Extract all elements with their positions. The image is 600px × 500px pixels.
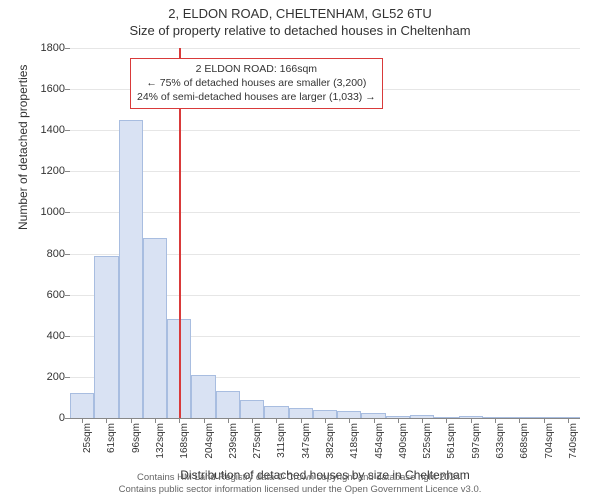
x-tick-label: 311sqm (276, 423, 287, 473)
header-line-2: Size of property relative to detached ho… (0, 23, 600, 40)
x-tick-label: 597sqm (471, 423, 482, 473)
y-tick-mark (65, 89, 70, 90)
x-tick-label: 704sqm (544, 423, 555, 473)
y-tick-label: 1200 (25, 165, 65, 177)
y-tick-mark (65, 418, 70, 419)
y-tick-label: 1000 (25, 206, 65, 218)
x-tick-label: 561sqm (446, 423, 457, 473)
histogram-bar (240, 400, 264, 419)
histogram-bar (289, 408, 313, 418)
header-line-1: 2, ELDON ROAD, CHELTENHAM, GL52 6TU (0, 6, 600, 23)
x-tick-label: 61sqm (106, 423, 117, 473)
histogram-bar (191, 375, 215, 418)
histogram-bar (337, 411, 361, 418)
x-tick-label: 418sqm (349, 423, 360, 473)
y-tick-mark (65, 212, 70, 213)
histogram-bar (143, 238, 167, 418)
annotation-line: 2 ELDON ROAD: 166sqm (137, 62, 376, 76)
y-tick-label: 1600 (25, 83, 65, 95)
histogram-bar (94, 256, 118, 418)
y-tick-mark (65, 295, 70, 296)
histogram-bar (264, 406, 288, 418)
x-tick-label: 668sqm (519, 423, 530, 473)
x-tick-label: 633sqm (495, 423, 506, 473)
y-tick-label: 0 (25, 412, 65, 424)
y-tick-mark (65, 130, 70, 131)
y-tick-mark (65, 171, 70, 172)
x-tick-label: 25sqm (82, 423, 93, 473)
x-tick-label: 382sqm (325, 423, 336, 473)
x-tick-label: 168sqm (179, 423, 190, 473)
x-tick-label: 96sqm (131, 423, 142, 473)
chart-header: 2, ELDON ROAD, CHELTENHAM, GL52 6TU Size… (0, 0, 600, 40)
grid-line (70, 212, 580, 213)
plot-region: 02004006008001000120014001600180025sqm61… (70, 48, 580, 419)
y-tick-label: 1400 (25, 124, 65, 136)
x-tick-label: 525sqm (422, 423, 433, 473)
histogram-bar (70, 393, 94, 418)
x-tick-label: 239sqm (228, 423, 239, 473)
x-tick-label: 275sqm (252, 423, 263, 473)
y-tick-mark (65, 48, 70, 49)
y-tick-label: 1800 (25, 42, 65, 54)
grid-line (70, 48, 580, 49)
histogram-bar (119, 120, 143, 418)
chart-area: 02004006008001000120014001600180025sqm61… (70, 48, 580, 418)
footer-line-2: Contains public sector information licen… (0, 484, 600, 496)
annotation-line: 24% of semi-detached houses are larger (… (137, 90, 376, 104)
y-tick-label: 600 (25, 289, 65, 301)
y-tick-mark (65, 336, 70, 337)
annotation-box: 2 ELDON ROAD: 166sqm← 75% of detached ho… (130, 58, 383, 109)
annotation-line: ← 75% of detached houses are smaller (3,… (137, 76, 376, 90)
grid-line (70, 171, 580, 172)
y-tick-mark (65, 377, 70, 378)
grid-line (70, 130, 580, 131)
x-tick-label: 740sqm (568, 423, 579, 473)
x-tick-label: 490sqm (398, 423, 409, 473)
y-tick-label: 400 (25, 330, 65, 342)
y-tick-mark (65, 254, 70, 255)
x-tick-label: 204sqm (204, 423, 215, 473)
histogram-bar (313, 410, 337, 418)
x-tick-label: 454sqm (374, 423, 385, 473)
footer-attribution: Contains HM Land Registry data © Crown c… (0, 472, 600, 496)
footer-line-1: Contains HM Land Registry data © Crown c… (0, 472, 600, 484)
x-tick-label: 347sqm (301, 423, 312, 473)
histogram-bar (216, 391, 240, 418)
y-tick-label: 200 (25, 371, 65, 383)
y-tick-label: 800 (25, 248, 65, 260)
x-tick-label: 132sqm (155, 423, 166, 473)
